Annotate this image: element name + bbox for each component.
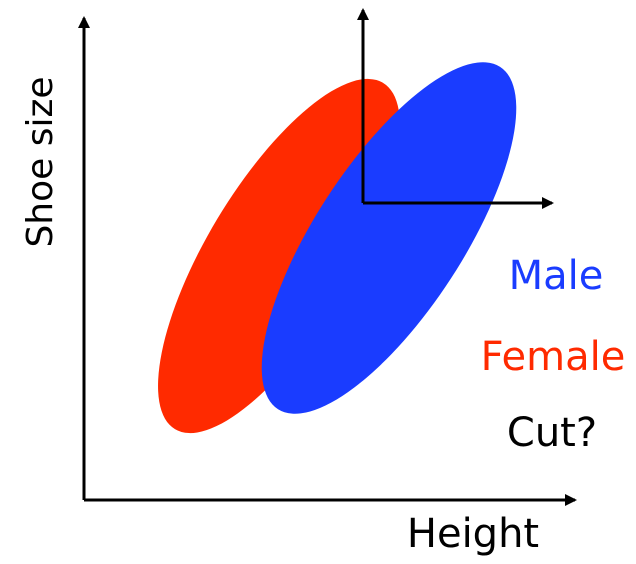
female-cluster [158,78,400,434]
cut-question-label: Cut? [507,410,597,456]
legend-female-label: Female [481,334,626,380]
x-axis-label: Height [407,511,539,557]
legend-male-label: Male [509,253,604,299]
y-axis-label: Shoe size [20,76,61,247]
male-cluster [261,62,517,414]
